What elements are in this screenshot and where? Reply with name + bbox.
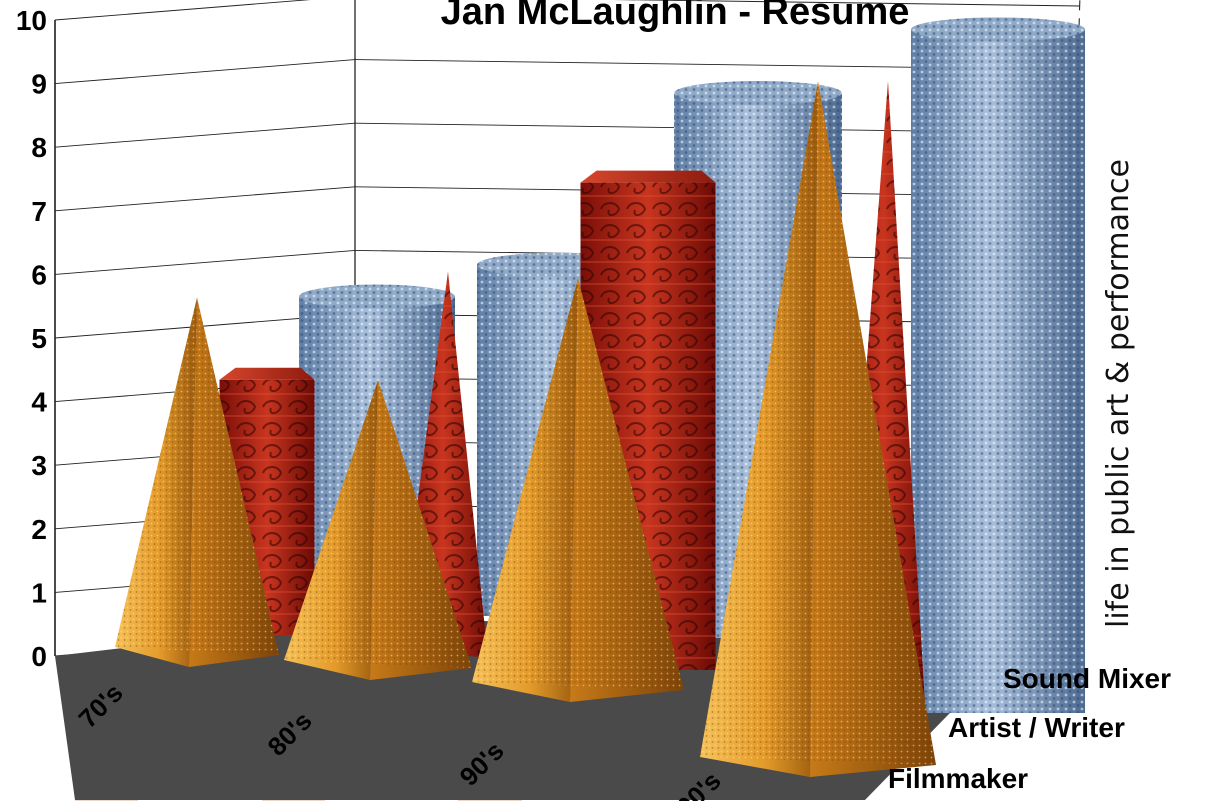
series-labels: Filmmaker Artist / Writer Sound Mixer	[888, 663, 1171, 794]
y-tick-label: 4	[31, 387, 47, 418]
data-mark: Filmmaker 90's: 6	[472, 278, 684, 702]
y-tick-label: 0	[31, 641, 47, 672]
y-tick-label: 2	[31, 514, 47, 545]
data-mark: Sound Mixer 00's: 9.6	[911, 17, 1085, 713]
series-label: Artist / Writer	[948, 712, 1125, 743]
y-tick-label: 9	[31, 69, 47, 100]
chart-marks: Sound Mixer 70's: 5.4Sound Mixer 80's: 5…	[115, 17, 1085, 778]
data-mark: Filmmaker 70's: 5.7	[115, 297, 279, 667]
chart-title: Jan McLaughlin - Resume	[441, 0, 910, 33]
y-tick-label: 8	[31, 132, 47, 163]
y-tick-label: 10	[16, 5, 47, 36]
y-tick-label: 5	[31, 323, 47, 354]
y-tick-label: 7	[31, 196, 47, 227]
series-label: Sound Mixer	[1003, 663, 1171, 694]
y-tick-label: 6	[31, 259, 47, 290]
data-mark: Filmmaker 80's: 4.4	[284, 380, 472, 680]
side-caption: life in public art & performance	[1101, 159, 1136, 628]
series-label: Filmmaker	[888, 763, 1028, 794]
data-mark: Filmmaker 00's: 9.1	[700, 81, 936, 778]
y-tick-label: 3	[31, 450, 47, 481]
y-tick-label: 1	[31, 577, 47, 608]
y-tick-labels: 0 1 2 3 4 5 6 7 8 9 10	[16, 5, 48, 672]
